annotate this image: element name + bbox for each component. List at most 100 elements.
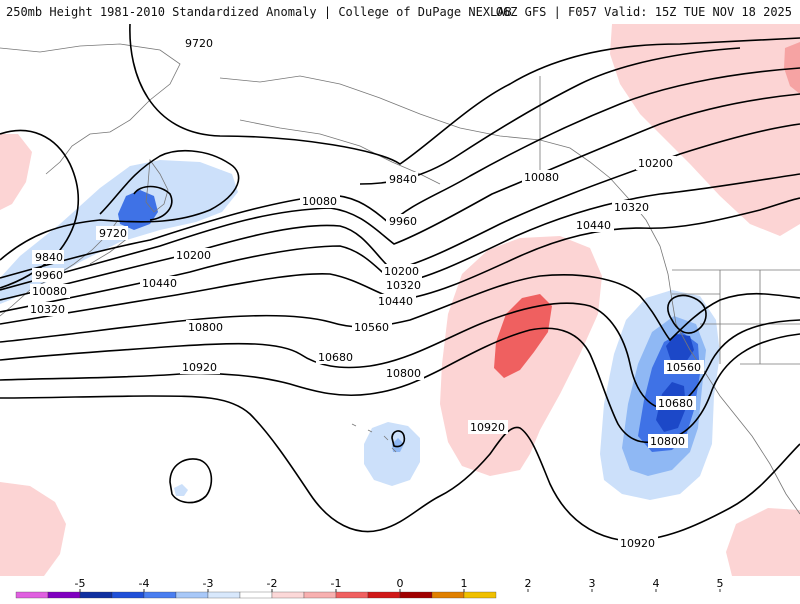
hawaii-islands (351, 423, 397, 453)
negative-anomaly-california-core-north (666, 334, 694, 364)
map-panel: 9720 9840 9960 10080 10200 10320 10440 9… (0, 24, 800, 576)
legend-color-segment (207, 591, 241, 599)
anomaly-map: 9720 9840 9960 10080 10200 10320 10440 9… (0, 24, 800, 576)
label-bg-27 (648, 434, 688, 448)
label-bg-22 (382, 264, 422, 278)
contour-label: 10080 (32, 285, 67, 298)
label-bg-15 (522, 170, 562, 184)
contour-9840 (0, 149, 240, 261)
coastline-kuril (89, 237, 129, 265)
label-bg-8 (96, 226, 128, 240)
label-bg-14 (180, 360, 220, 374)
coastline-west-coast (671, 299, 800, 515)
legend-color-segment (271, 591, 305, 599)
negative-anomaly-small (174, 484, 188, 496)
positive-anomaly-northeast (610, 24, 800, 236)
legend-tick-labels: -5 -4 -3 -2 -1 0 1 2 3 4 5 (75, 577, 724, 592)
label-bg-20 (316, 350, 356, 364)
contour-label: 10800 (650, 435, 685, 448)
contour-10560 (0, 274, 800, 343)
label-bg-29 (618, 536, 658, 550)
label-bg-2 (32, 250, 64, 264)
label-bg-12 (612, 200, 652, 214)
label-bg-26 (656, 396, 696, 410)
contour-10920-closed (169, 458, 213, 504)
contour-label: 10560 (666, 361, 701, 374)
label-bg-13 (186, 320, 226, 334)
negative-anomaly-hawaii (364, 422, 420, 486)
contour-label: 10800 (386, 367, 421, 380)
contour-label: 9720 (185, 37, 213, 50)
contour-label: 9960 (389, 215, 417, 228)
legend-tick-label: -3 (203, 577, 214, 590)
label-bg-3 (32, 268, 64, 282)
legend-color-segment (143, 591, 177, 599)
legend-color-segment (367, 591, 401, 599)
legend-color-segment (111, 591, 145, 599)
legend-tick-label: 4 (653, 577, 660, 590)
contour-label: 10440 (378, 295, 413, 308)
positive-anomaly-southwest (0, 482, 66, 576)
contour-label: 10920 (470, 421, 505, 434)
contour-9840-east (359, 47, 741, 185)
height-contours (0, 24, 800, 542)
legend-tick-label: -1 (331, 577, 342, 590)
label-bg-5 (174, 248, 214, 262)
legend-tick-label: 1 (461, 577, 468, 590)
legend-color-segment (79, 591, 113, 599)
label-bg-11 (300, 194, 340, 208)
contour-9840-outer (0, 129, 80, 289)
legend-tick-label: 3 (589, 577, 596, 590)
contour-label: 9840 (35, 251, 63, 264)
label-bg-6 (28, 302, 68, 316)
legend-color-segment (303, 591, 337, 599)
contour-10560-low (667, 294, 707, 334)
contour-label: 10440 (142, 277, 177, 290)
label-bg-16 (636, 156, 676, 170)
legend-color-segment (47, 591, 81, 599)
contour-label: 10080 (302, 195, 337, 208)
contour-label: 10320 (614, 201, 649, 214)
legend-tick-label: -5 (75, 577, 86, 590)
legend-color-segment (15, 591, 49, 599)
contour-label: 10920 (620, 537, 655, 550)
legend-color-segment (463, 591, 497, 599)
contour-label: 10200 (384, 265, 419, 278)
legend-color-segment (431, 591, 465, 599)
model-run-info: 06Z GFS | F057 Valid: 15Z TUE NOV 18 202… (495, 5, 792, 19)
contour-9720-north (129, 24, 800, 165)
legend-color-segment (399, 591, 433, 599)
positive-anomaly-west-edge (0, 134, 32, 210)
state-borders (672, 270, 800, 364)
contour-labels: 9720 9840 9960 10080 10200 10320 10440 9… (28, 36, 704, 550)
contour-hawaii-low (391, 430, 406, 448)
contour-10680 (0, 302, 800, 410)
contour-10440 (0, 197, 800, 325)
title-bar: 250mb Height 1981-2010 Standardized Anom… (0, 0, 800, 24)
label-bg-1 (182, 36, 214, 50)
contour-label: 10680 (658, 397, 693, 410)
legend-tick-label: -2 (267, 577, 278, 590)
label-bg-17 (384, 278, 424, 292)
contour-label: 10200 (176, 249, 211, 262)
legend-color-segment (335, 591, 369, 599)
contour-label: 9960 (35, 269, 63, 282)
label-bg-10 (386, 214, 418, 228)
contour-label: 10800 (188, 321, 223, 334)
legend-colorbar: -5 -4 -3 -2 -1 0 1 2 3 4 5 (15, 577, 724, 599)
label-bg-24 (376, 294, 416, 308)
contour-label: 9720 (99, 227, 127, 240)
label-bg-4 (30, 284, 70, 298)
contour-label: 10320 (386, 279, 421, 292)
legend-tick-label: -4 (139, 577, 150, 590)
legend-color-segment (239, 591, 273, 599)
positive-anomaly-southeast (726, 508, 800, 576)
anomaly-legend: -5 -4 -3 -2 -1 0 1 2 3 4 5 (0, 576, 800, 600)
legend-tick-label: 5 (717, 577, 724, 590)
negative-anomaly-japan-core (118, 190, 158, 230)
negative-anomaly-hawaii-core (392, 438, 404, 452)
legend-color-segment (175, 591, 209, 599)
positive-anomaly-central-core (494, 294, 552, 378)
contour-10080 (0, 93, 800, 291)
contour-label: 10440 (576, 219, 611, 232)
